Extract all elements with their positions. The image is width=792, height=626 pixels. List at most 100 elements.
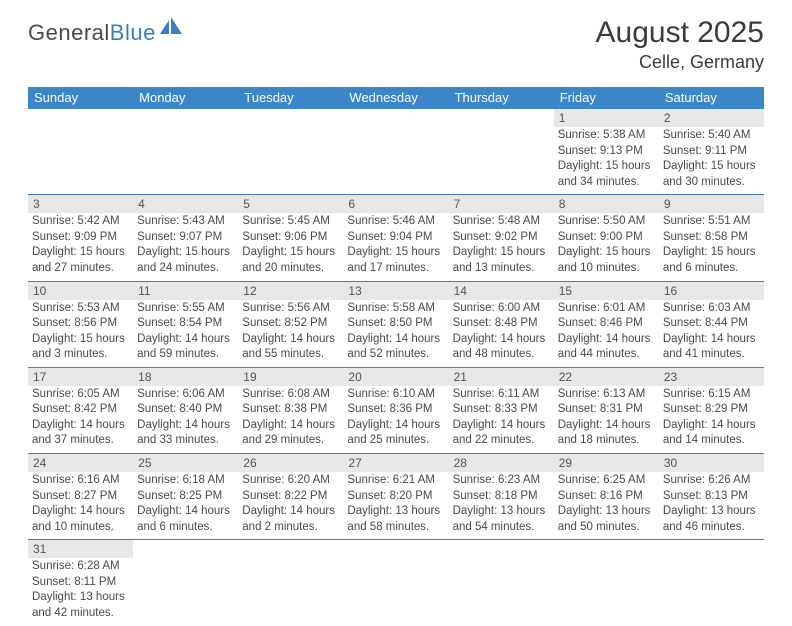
sunset-text: Sunset: 8:16 PM — [558, 489, 655, 505]
week-row: 3Sunrise: 5:42 AMSunset: 9:09 PMDaylight… — [28, 195, 764, 281]
day-cell: 22Sunrise: 6:13 AMSunset: 8:31 PMDayligh… — [554, 368, 659, 453]
daylight-text: and 25 minutes. — [347, 433, 444, 449]
day-number: 5 — [238, 195, 343, 213]
daylight-text: and 20 minutes. — [242, 261, 339, 277]
day-cell: 1Sunrise: 5:38 AMSunset: 9:13 PMDaylight… — [554, 109, 659, 194]
sunrise-text: Sunrise: 6:08 AM — [242, 387, 339, 403]
daylight-text: Daylight: 14 hours — [663, 418, 760, 434]
daylight-text: and 37 minutes. — [32, 433, 129, 449]
day-number: 11 — [133, 282, 238, 300]
sunrise-text: Sunrise: 6:00 AM — [453, 301, 550, 317]
day-cell: 5Sunrise: 5:45 AMSunset: 9:06 PMDaylight… — [238, 195, 343, 280]
daylight-text: Daylight: 14 hours — [242, 332, 339, 348]
day-cell: 12Sunrise: 5:56 AMSunset: 8:52 PMDayligh… — [238, 282, 343, 367]
daylight-text: Daylight: 13 hours — [32, 590, 129, 606]
daylight-text: and 52 minutes. — [347, 347, 444, 363]
empty-cell — [554, 540, 659, 625]
day-body: Sunrise: 6:25 AMSunset: 8:16 PMDaylight:… — [554, 472, 659, 539]
day-body: Sunrise: 6:01 AMSunset: 8:46 PMDaylight:… — [554, 300, 659, 367]
daylight-text: Daylight: 15 hours — [558, 159, 655, 175]
day-cell: 13Sunrise: 5:58 AMSunset: 8:50 PMDayligh… — [343, 282, 448, 367]
empty-cell — [238, 109, 343, 194]
day-header-row: Sunday Monday Tuesday Wednesday Thursday… — [28, 87, 764, 109]
day-number: 16 — [659, 282, 764, 300]
day-cell: 9Sunrise: 5:51 AMSunset: 8:58 PMDaylight… — [659, 195, 764, 280]
day-body: Sunrise: 6:23 AMSunset: 8:18 PMDaylight:… — [449, 472, 554, 539]
daylight-text: Daylight: 14 hours — [242, 504, 339, 520]
day-number: 23 — [659, 368, 764, 386]
day-number: 12 — [238, 282, 343, 300]
day-number: 7 — [449, 195, 554, 213]
sunrise-text: Sunrise: 5:38 AM — [558, 128, 655, 144]
location: Celle, Germany — [596, 52, 764, 73]
day-number: 15 — [554, 282, 659, 300]
day-body: Sunrise: 5:55 AMSunset: 8:54 PMDaylight:… — [133, 300, 238, 367]
sunset-text: Sunset: 8:18 PM — [453, 489, 550, 505]
day-cell: 31Sunrise: 6:28 AMSunset: 8:11 PMDayligh… — [28, 540, 133, 625]
sunrise-text: Sunrise: 5:50 AM — [558, 214, 655, 230]
day-cell: 23Sunrise: 6:15 AMSunset: 8:29 PMDayligh… — [659, 368, 764, 453]
day-number: 25 — [133, 454, 238, 472]
day-number: 1 — [554, 109, 659, 127]
sunset-text: Sunset: 9:07 PM — [137, 230, 234, 246]
daylight-text: and 14 minutes. — [663, 433, 760, 449]
sunrise-text: Sunrise: 5:58 AM — [347, 301, 444, 317]
daylight-text: and 41 minutes. — [663, 347, 760, 363]
daylight-text: and 44 minutes. — [558, 347, 655, 363]
daylight-text: Daylight: 14 hours — [137, 504, 234, 520]
day-body: Sunrise: 5:58 AMSunset: 8:50 PMDaylight:… — [343, 300, 448, 367]
day-cell: 19Sunrise: 6:08 AMSunset: 8:38 PMDayligh… — [238, 368, 343, 453]
day-header: Thursday — [449, 87, 554, 109]
week-row: 24Sunrise: 6:16 AMSunset: 8:27 PMDayligh… — [28, 454, 764, 540]
daylight-text: Daylight: 14 hours — [347, 332, 444, 348]
day-number: 21 — [449, 368, 554, 386]
day-header: Tuesday — [238, 87, 343, 109]
day-number: 6 — [343, 195, 448, 213]
sunrise-text: Sunrise: 6:06 AM — [137, 387, 234, 403]
day-number: 17 — [28, 368, 133, 386]
sunrise-text: Sunrise: 6:18 AM — [137, 473, 234, 489]
daylight-text: and 24 minutes. — [137, 261, 234, 277]
day-body: Sunrise: 6:21 AMSunset: 8:20 PMDaylight:… — [343, 472, 448, 539]
sunrise-text: Sunrise: 5:51 AM — [663, 214, 760, 230]
day-number: 24 — [28, 454, 133, 472]
day-cell: 17Sunrise: 6:05 AMSunset: 8:42 PMDayligh… — [28, 368, 133, 453]
day-number: 19 — [238, 368, 343, 386]
sunrise-text: Sunrise: 6:13 AM — [558, 387, 655, 403]
week-row: 31Sunrise: 6:28 AMSunset: 8:11 PMDayligh… — [28, 540, 764, 625]
daylight-text: and 42 minutes. — [32, 606, 129, 622]
daylight-text: and 58 minutes. — [347, 520, 444, 536]
day-header: Sunday — [28, 87, 133, 109]
day-body: Sunrise: 6:05 AMSunset: 8:42 PMDaylight:… — [28, 386, 133, 453]
sunrise-text: Sunrise: 5:48 AM — [453, 214, 550, 230]
day-body: Sunrise: 6:20 AMSunset: 8:22 PMDaylight:… — [238, 472, 343, 539]
day-body: Sunrise: 5:40 AMSunset: 9:11 PMDaylight:… — [659, 127, 764, 194]
daylight-text: Daylight: 15 hours — [558, 245, 655, 261]
sunset-text: Sunset: 8:27 PM — [32, 489, 129, 505]
empty-cell — [659, 540, 764, 625]
sunset-text: Sunset: 8:33 PM — [453, 402, 550, 418]
day-body: Sunrise: 6:11 AMSunset: 8:33 PMDaylight:… — [449, 386, 554, 453]
daylight-text: Daylight: 14 hours — [663, 332, 760, 348]
day-number: 9 — [659, 195, 764, 213]
sunrise-text: Sunrise: 6:20 AM — [242, 473, 339, 489]
header: GeneralBlue August 2025 Celle, Germany — [28, 20, 764, 73]
daylight-text: Daylight: 13 hours — [347, 504, 444, 520]
day-number: 28 — [449, 454, 554, 472]
empty-cell — [28, 109, 133, 194]
daylight-text: Daylight: 15 hours — [137, 245, 234, 261]
sunset-text: Sunset: 8:36 PM — [347, 402, 444, 418]
daylight-text: and 10 minutes. — [32, 520, 129, 536]
daylight-text: and 59 minutes. — [137, 347, 234, 363]
daylight-text: Daylight: 14 hours — [137, 332, 234, 348]
day-cell: 14Sunrise: 6:00 AMSunset: 8:48 PMDayligh… — [449, 282, 554, 367]
day-body: Sunrise: 5:51 AMSunset: 8:58 PMDaylight:… — [659, 213, 764, 280]
sunrise-text: Sunrise: 5:46 AM — [347, 214, 444, 230]
day-body: Sunrise: 5:38 AMSunset: 9:13 PMDaylight:… — [554, 127, 659, 194]
day-header: Saturday — [659, 87, 764, 109]
daylight-text: and 30 minutes. — [663, 175, 760, 191]
week-row: 17Sunrise: 6:05 AMSunset: 8:42 PMDayligh… — [28, 368, 764, 454]
day-body: Sunrise: 6:03 AMSunset: 8:44 PMDaylight:… — [659, 300, 764, 367]
daylight-text: Daylight: 15 hours — [242, 245, 339, 261]
daylight-text: and 48 minutes. — [453, 347, 550, 363]
